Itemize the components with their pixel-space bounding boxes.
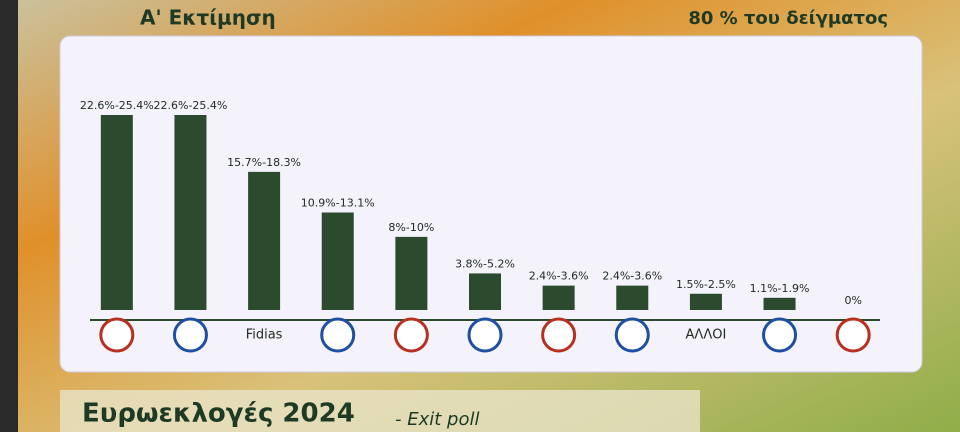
screen-edge — [0, 0, 18, 432]
party-logo — [320, 317, 356, 353]
bar — [542, 285, 575, 310]
bar — [100, 115, 133, 310]
value-label: 15.7%-18.3% — [227, 156, 301, 169]
chart-title: Α' Εκτίμηση — [140, 6, 276, 30]
value-label: 22.6%-25.4% — [80, 99, 154, 112]
value-label: 1.5%-2.5% — [676, 278, 736, 291]
footer-title: Ευρωεκλογές 2024 — [82, 399, 355, 429]
party-logo — [762, 317, 798, 353]
value-label: 3.8%-5.2% — [455, 257, 515, 270]
party-logo — [172, 317, 208, 353]
x-tick-label: Fidias — [246, 328, 283, 343]
value-label: 22.6%-25.4% — [154, 99, 228, 112]
party-logo — [467, 317, 503, 353]
party-logo — [614, 317, 650, 353]
footer-subtitle: - Exit poll — [395, 409, 479, 430]
value-label: 0% — [844, 294, 861, 307]
sample-note: 80 % του δείγματος — [688, 8, 888, 29]
value-label: 2.4%-3.6% — [602, 270, 662, 283]
bar — [174, 115, 207, 310]
bar — [248, 171, 281, 310]
bar — [689, 293, 722, 310]
bar — [616, 285, 649, 310]
value-label: 10.9%-13.1% — [301, 197, 375, 210]
bar — [321, 212, 354, 310]
party-logo — [393, 317, 429, 353]
bar — [763, 297, 796, 310]
x-tick-label: ΑΛΛΟΙ — [686, 328, 727, 343]
value-label: 2.4%-3.6% — [529, 270, 589, 283]
party-logo — [541, 317, 577, 353]
bar — [469, 273, 501, 310]
value-label: 8%-10% — [388, 221, 434, 234]
bar — [395, 236, 428, 310]
party-logo — [835, 317, 871, 353]
value-label: 1.1%-1.9% — [750, 282, 810, 295]
footer-banner — [60, 390, 700, 432]
party-logo — [99, 317, 135, 353]
